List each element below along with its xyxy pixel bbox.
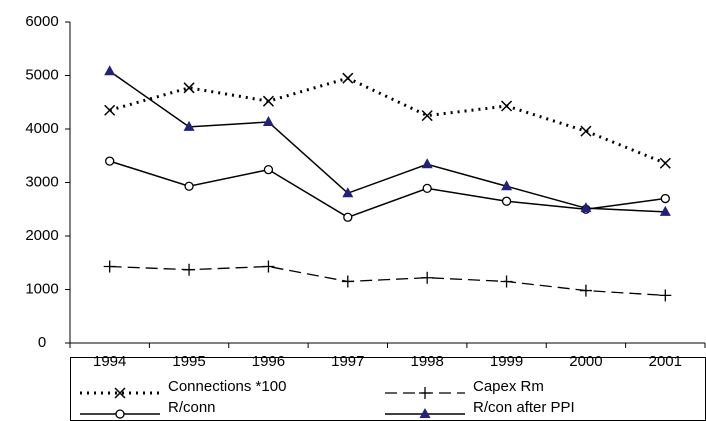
data-point: [659, 289, 672, 302]
x-tick-label: 1996: [252, 353, 285, 370]
data-point: [500, 275, 513, 288]
marker-circle: [263, 165, 274, 175]
data-point: [263, 165, 274, 175]
data-point: [659, 157, 671, 169]
legend-box: [70, 357, 706, 421]
marker-plus: [500, 275, 513, 288]
marker-plus: [262, 260, 275, 273]
marker-plus: [421, 271, 434, 284]
marker-circle: [184, 181, 194, 191]
marker-triangle: [262, 116, 274, 127]
marker-triangle: [659, 205, 671, 216]
x-tick-label: 1998: [411, 353, 444, 370]
legend-label: Connections *100: [168, 378, 286, 395]
x-tick-label: 2000: [569, 353, 602, 370]
marker-x: [580, 125, 592, 137]
marker-x: [659, 157, 671, 169]
y-tick-label: 3000: [25, 173, 58, 190]
marker-plus: [659, 289, 672, 302]
marker-plus: [341, 275, 354, 288]
y-tick-label: 4000: [25, 120, 58, 137]
data-point: [580, 202, 592, 213]
data-point: [183, 120, 195, 131]
legend-label: R/conn: [168, 399, 216, 416]
data-point: [421, 158, 433, 169]
data-point: [421, 271, 434, 284]
legend-marker: [419, 408, 431, 418]
data-point: [421, 110, 433, 122]
x-tick-label: 1999: [490, 353, 523, 370]
data-point: [659, 205, 671, 216]
marker-x: [183, 82, 195, 94]
marker-triangle: [342, 187, 354, 198]
marker-circle: [660, 193, 670, 204]
marker-plus: [103, 260, 116, 273]
marker-triangle: [421, 158, 433, 169]
data-point: [262, 260, 275, 273]
marker-x: [421, 110, 433, 122]
marker-plus: [579, 284, 592, 297]
data-point: [501, 100, 513, 112]
data-point: [501, 196, 512, 206]
marker-x: [104, 104, 116, 116]
marker-circle: [105, 156, 115, 166]
marker-x: [114, 387, 126, 399]
data-point: [103, 260, 116, 273]
legend-label: Capex Rm: [473, 378, 544, 395]
series-line: [109, 160, 666, 219]
marker-x: [342, 72, 354, 84]
marker-triangle: [501, 180, 513, 191]
x-tick-label: 1997: [331, 353, 364, 370]
y-tick-label: 2000: [25, 227, 58, 244]
data-point: [579, 284, 592, 297]
x-tick-label: 1995: [172, 353, 205, 370]
marker-x: [262, 95, 274, 107]
marker-circle: [343, 212, 353, 222]
data-point: [105, 156, 115, 166]
marker-circle: [422, 183, 432, 194]
marker-triangle: [580, 202, 592, 213]
data-point: [104, 65, 116, 76]
marker-x: [501, 100, 513, 112]
x-tick-label: 2001: [649, 353, 682, 370]
data-point: [183, 263, 196, 276]
data-point: [184, 181, 194, 191]
y-tick-label: 0: [38, 334, 46, 351]
data-point: [343, 212, 353, 222]
legend-label: R/con after PPI: [473, 399, 575, 416]
data-point: [183, 82, 195, 94]
data-point: [341, 275, 354, 288]
marker-triangle: [183, 120, 195, 131]
data-point: [342, 72, 354, 84]
data-point: [422, 183, 432, 194]
marker-triangle: [104, 65, 116, 76]
data-point: [104, 104, 116, 116]
y-tick-label: 6000: [25, 13, 58, 30]
marker-circle: [501, 196, 512, 206]
marker-plus: [419, 387, 431, 399]
data-point: [262, 116, 274, 127]
y-tick-label: 5000: [25, 66, 58, 83]
x-tick-label: 1994: [93, 353, 126, 370]
legend-marker: [419, 387, 431, 399]
marker-triangle: [419, 408, 431, 418]
series-line: [109, 265, 666, 297]
y-tick-label: 1000: [25, 280, 58, 297]
data-point: [501, 180, 513, 191]
marker-plus: [183, 263, 196, 276]
data-point: [342, 187, 354, 198]
legend-marker: [115, 409, 125, 419]
data-point: [262, 95, 274, 107]
marker-circle: [115, 409, 125, 419]
data-point: [660, 193, 670, 204]
legend-marker: [114, 387, 126, 399]
data-point: [580, 125, 592, 137]
series-line: [109, 70, 666, 213]
